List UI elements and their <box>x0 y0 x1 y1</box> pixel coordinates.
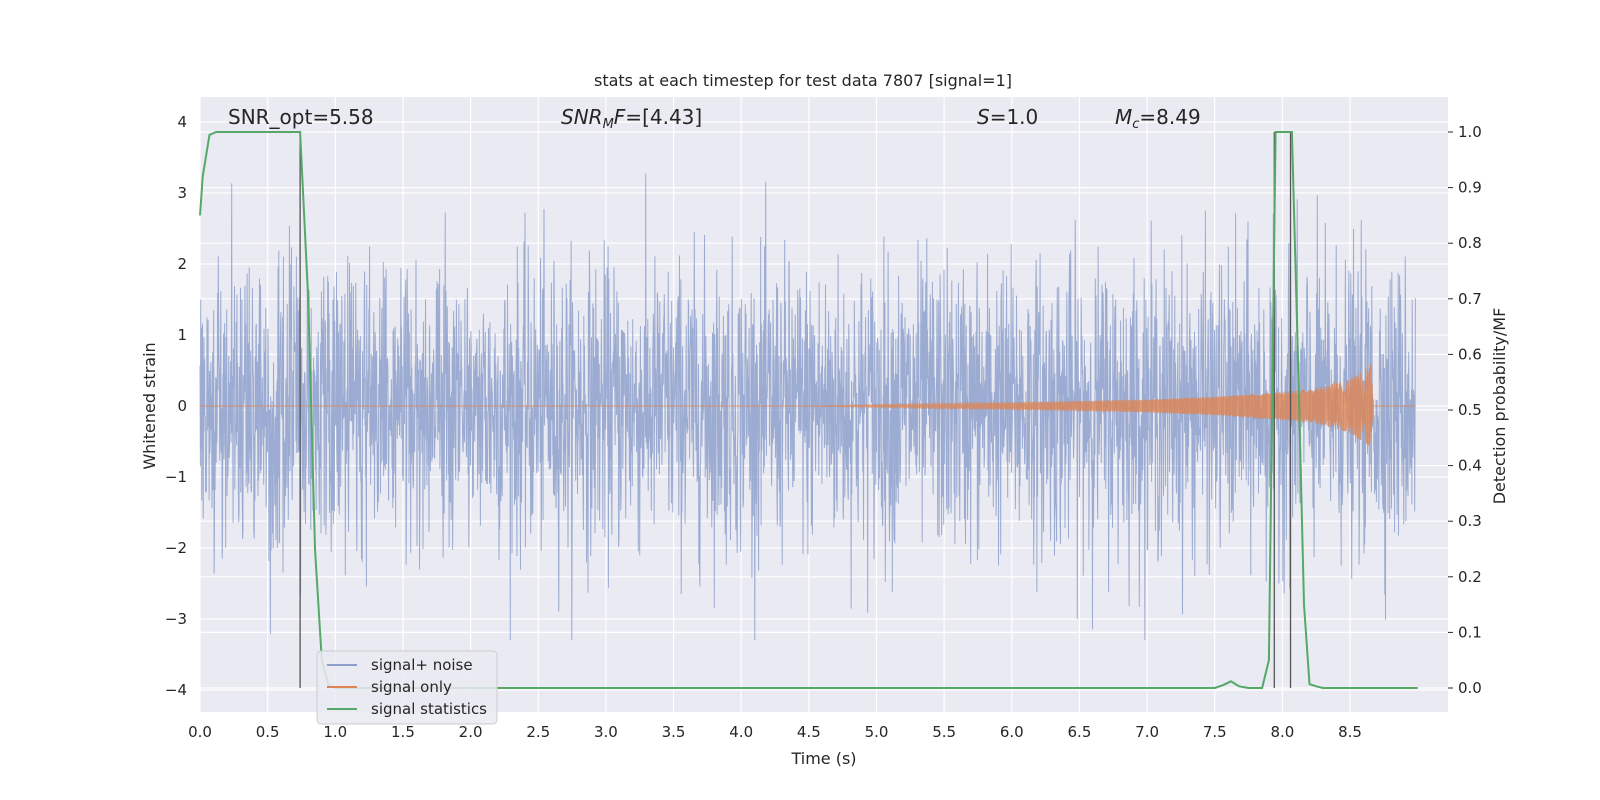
x-tick-label: 5.0 <box>865 723 889 741</box>
y2-tick-label: 0.1 <box>1458 623 1482 641</box>
x-tick-label: 0.5 <box>256 723 280 741</box>
y2-tick-label: 0.7 <box>1458 290 1482 308</box>
y-axis-label: Whitened strain <box>140 342 159 469</box>
y2-tick-label: 0.2 <box>1458 568 1482 586</box>
signal-trace <box>200 364 1416 446</box>
y2-tick-label: 0.8 <box>1458 234 1482 252</box>
x-tick-label: 4.0 <box>729 723 753 741</box>
x-tick-label: 1.5 <box>391 723 415 741</box>
y-tick-label: 4 <box>177 113 187 131</box>
x-tick-label: 2.5 <box>526 723 550 741</box>
series-signal-only <box>200 364 1416 446</box>
x-tick-label: 8.0 <box>1270 723 1294 741</box>
annotation-snr-mf-value: = <box>625 105 642 129</box>
annotation-snr-opt: SNR_opt=5.58 <box>228 105 374 129</box>
x-tick-label: 1.0 <box>323 723 347 741</box>
legend: signal+ noise signal only signal statist… <box>316 650 498 725</box>
annotation-snr-mf-number: [4.43] <box>642 105 702 129</box>
y2-tick-label: 0.0 <box>1458 679 1482 697</box>
y-tick-label: −1 <box>165 468 187 486</box>
x-tick-label: 3.5 <box>662 723 686 741</box>
legend-box <box>316 650 498 725</box>
statistics-line <box>199 131 1418 689</box>
annotation-s-value: =1.0 <box>990 105 1039 129</box>
y-tick-label: −2 <box>165 539 187 557</box>
y2-tick-label: 1.0 <box>1458 123 1482 141</box>
y2-tick-label: 0.3 <box>1458 512 1482 530</box>
y-ticks: 4 3 2 1 0 −1 −2 −3 −4 <box>165 113 187 699</box>
chart-title: stats at each timestep for test data 780… <box>594 71 1012 90</box>
annotation-snr-mf: SNRMF=[4.43] <box>561 105 702 132</box>
y2-tick-label: 0.6 <box>1458 345 1482 363</box>
legend-label-signal: signal only <box>371 678 452 696</box>
annotation-mc: Mc=8.49 <box>1115 105 1201 132</box>
x-tick-label: 0.0 <box>188 723 212 741</box>
y2-tick-label: 0.9 <box>1458 179 1482 197</box>
annotation-s: S=1.0 <box>977 105 1038 129</box>
x-tick-label: 7.0 <box>1135 723 1159 741</box>
noise-trace <box>199 173 1416 641</box>
series-signal-noise <box>199 173 1416 641</box>
y2-ticks: 1.0 0.9 0.8 0.7 0.6 0.5 0.4 0.3 0.2 0.1 0.0 <box>1448 123 1482 697</box>
y-tick-label: −4 <box>165 681 187 699</box>
y2-tick-label: 0.4 <box>1458 457 1482 475</box>
y-tick-label: 0 <box>177 397 187 415</box>
y-tick-label: 2 <box>177 255 187 273</box>
x-ticks: 0.0 0.5 1.0 1.5 2.0 2.5 3.0 3.5 4.0 4.5 5.0 5.5 6.0 6… <box>188 723 1362 741</box>
y-tick-label: −3 <box>165 610 187 628</box>
annotations: SNR_opt=5.58 SNRMF=[4.43] S=1.0 Mc=8.49 <box>228 105 1201 132</box>
x-tick-label: 5.5 <box>932 723 956 741</box>
y2-tick-label: 0.5 <box>1458 401 1482 419</box>
y2-axis-label: Detection probability/MF <box>1490 308 1509 505</box>
x-tick-label: 2.0 <box>459 723 483 741</box>
x-axis-label: Time (s) <box>790 749 856 768</box>
x-tick-label: 6.0 <box>1000 723 1024 741</box>
legend-label-noise: signal+ noise <box>371 656 473 674</box>
x-tick-label: 7.5 <box>1203 723 1227 741</box>
x-tick-label: 8.5 <box>1338 723 1362 741</box>
x-tick-label: 6.5 <box>1068 723 1092 741</box>
y-tick-label: 1 <box>177 326 187 344</box>
series-signal-statistics <box>199 131 1418 689</box>
x-tick-label: 4.5 <box>797 723 821 741</box>
annotation-mc-value: =8.49 <box>1139 105 1200 129</box>
legend-label-stats: signal statistics <box>371 700 487 718</box>
y-tick-label: 3 <box>177 184 187 202</box>
x-tick-label: 3.0 <box>594 723 618 741</box>
